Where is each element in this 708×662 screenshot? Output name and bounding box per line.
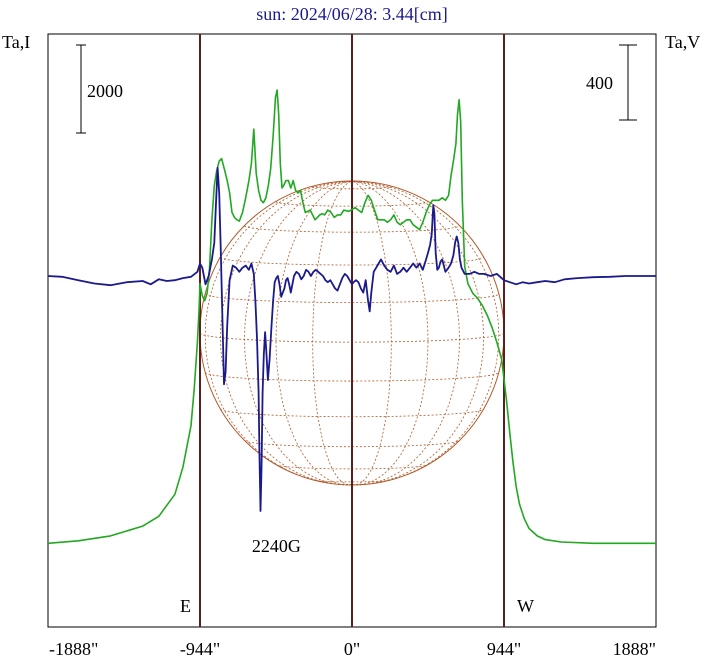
disk-meridian [312,180,353,486]
disk-meridian [351,180,429,486]
x-tick-label: 1888" [613,639,656,659]
disk-meridian [351,180,392,486]
right-scale-bar: 400 [586,44,637,121]
left-scale-bar: 2000 [76,44,123,134]
chart-title: sun: 2024/06/28: 3.44[cm] [256,4,448,24]
disk-parallel [204,293,500,303]
left-axis-label: Ta,I [2,32,30,52]
disk-meridian [219,180,353,486]
field-strength-annotation: 2240G [252,536,301,556]
right-axis-label: Ta,V [665,32,700,52]
disk-meridian [275,180,353,486]
x-axis-ticks: -1888" -944" 0" 944" 1888" [49,639,656,659]
limb-label-west: W [517,596,534,616]
x-tick-label: 944" [487,639,521,659]
limb-label-east: E [180,596,191,616]
polarization-series-line [47,166,656,512]
x-tick-label: -1888" [49,639,98,659]
left-scale-bar-label: 2000 [87,81,123,101]
x-tick-label: 0" [344,639,360,659]
disk-parallel [312,479,392,483]
limb-center-lines [199,34,505,627]
disk-parallel [312,186,392,190]
x-tick-label: -944" [180,639,220,659]
right-scale-bar-label: 400 [586,73,613,93]
intensity-series-line [47,89,656,545]
